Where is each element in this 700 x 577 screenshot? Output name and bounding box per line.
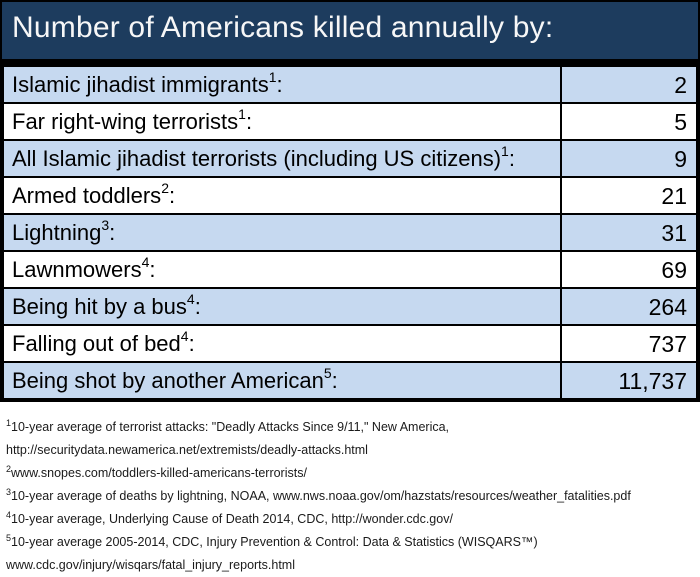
footnote-2: 2www.snopes.com/toddlers-killed-american…: [6, 463, 692, 483]
footnote-marker: 5: [6, 532, 12, 543]
row-value: 9: [560, 139, 698, 178]
row-label-colon: :: [245, 108, 253, 134]
row-label: Far right-wing terrorists1:: [2, 102, 562, 141]
footnote-3: 310-year average of deaths by lightning,…: [6, 486, 692, 506]
row-value: 21: [560, 176, 698, 215]
row-label: Armed toddlers2:: [2, 176, 562, 215]
row-value: 69: [560, 250, 698, 289]
row-label-colon: :: [149, 256, 156, 282]
table-row: Being shot by another American5: 11,737: [2, 361, 698, 400]
footnote-ref: 1: [501, 143, 509, 160]
footnote-ref: 5: [323, 365, 332, 382]
row-label-colon: :: [331, 367, 338, 393]
row-label-colon: :: [168, 182, 176, 208]
table-row: Islamic jihadist immigrants1: 2: [2, 65, 698, 104]
footnote-ref: 1: [238, 106, 246, 123]
row-value: 5: [560, 102, 698, 141]
footnote-ref: 4: [141, 254, 150, 271]
footnote-marker: 2: [6, 463, 12, 474]
footnotes-section: 110-year average of terrorist attacks: "…: [0, 402, 700, 575]
footnote-ref: 2: [161, 180, 169, 197]
footnote-marker: 4: [6, 509, 12, 520]
row-label: Lawnmowers4:: [2, 250, 562, 289]
footnote-text: 10-year average, Underlying Cause of Dea…: [11, 512, 453, 526]
table-row: All Islamic jihadist terrorists (includi…: [2, 139, 698, 178]
row-label: Lightning3:: [2, 213, 562, 252]
footnote-marker: 1: [6, 417, 12, 428]
table-row: Being hit by a bus4: 264: [2, 287, 698, 326]
row-value: 264: [560, 287, 698, 326]
row-label-text: Lawnmowers: [12, 256, 142, 282]
row-label-text: Islamic jihadist immigrants: [12, 71, 269, 97]
footnote-4: 410-year average, Underlying Cause of De…: [6, 509, 692, 529]
row-label: Islamic jihadist immigrants1:: [2, 65, 562, 104]
table-row: Far right-wing terrorists1: 5: [2, 102, 698, 141]
page-title: Number of Americans killed annually by:: [12, 11, 554, 44]
row-label-text: Lightning: [12, 219, 102, 245]
row-label: Being hit by a bus4:: [2, 287, 562, 326]
row-label-colon: :: [508, 145, 515, 171]
row-label-text: Armed toddlers: [12, 182, 162, 208]
row-label-colon: :: [276, 71, 283, 97]
row-label: Being shot by another American5:: [2, 361, 562, 400]
stats-table-container: Number of Americans killed annually by: …: [0, 0, 700, 402]
footnote-ref: 4: [186, 291, 195, 308]
footnote-marker: 3: [6, 486, 12, 497]
table-row: Falling out of bed4: 737: [2, 324, 698, 363]
footnote-text: 10-year average of terrorist attacks: "D…: [11, 420, 450, 434]
footnote-5-url: www.cdc.gov/injury/wisqars/fatal_injury_…: [6, 558, 295, 572]
footnote-1: 110-year average of terrorist attacks: "…: [6, 417, 692, 437]
row-value: 11,737: [560, 361, 698, 400]
row-value: 737: [560, 324, 698, 363]
row-label: All Islamic jihadist terrorists (includi…: [2, 139, 562, 178]
footnote-1-url: http://securitydata.newamerica.net/extre…: [6, 443, 368, 457]
row-label-text: Falling out of bed: [12, 330, 181, 356]
table-row: Lightning3: 31: [2, 213, 698, 252]
stats-table: Islamic jihadist immigrants1: 2 Far righ…: [2, 65, 698, 400]
table-row: Lawnmowers4: 69: [2, 250, 698, 289]
row-label-colon: :: [109, 219, 116, 245]
row-label-text: Being shot by another American: [12, 367, 324, 393]
footnote-text: 10-year average 2005-2014, CDC, Injury P…: [11, 535, 538, 549]
footnote-text: www.snopes.com/toddlers-killed-americans…: [11, 466, 307, 480]
footnote-5: 510-year average 2005-2014, CDC, Injury …: [6, 532, 692, 552]
footnote-ref: 3: [101, 217, 110, 234]
row-value: 31: [560, 213, 698, 252]
row-label-colon: :: [194, 293, 201, 319]
footnote-ref: 4: [180, 328, 189, 345]
footnote-text: 10-year average of deaths by lightning, …: [11, 489, 631, 503]
row-label-text: Being hit by a bus: [12, 293, 187, 319]
footnote-ref: 1: [268, 69, 277, 86]
row-label-text: Far right-wing terrorists: [12, 108, 239, 134]
table-header: Number of Americans killed annually by:: [2, 2, 698, 65]
row-label-colon: :: [188, 330, 195, 356]
row-value: 2: [560, 65, 698, 104]
row-label: Falling out of bed4:: [2, 324, 562, 363]
table-row: Armed toddlers2: 21: [2, 176, 698, 215]
row-label-text: All Islamic jihadist terrorists (includi…: [12, 145, 502, 171]
